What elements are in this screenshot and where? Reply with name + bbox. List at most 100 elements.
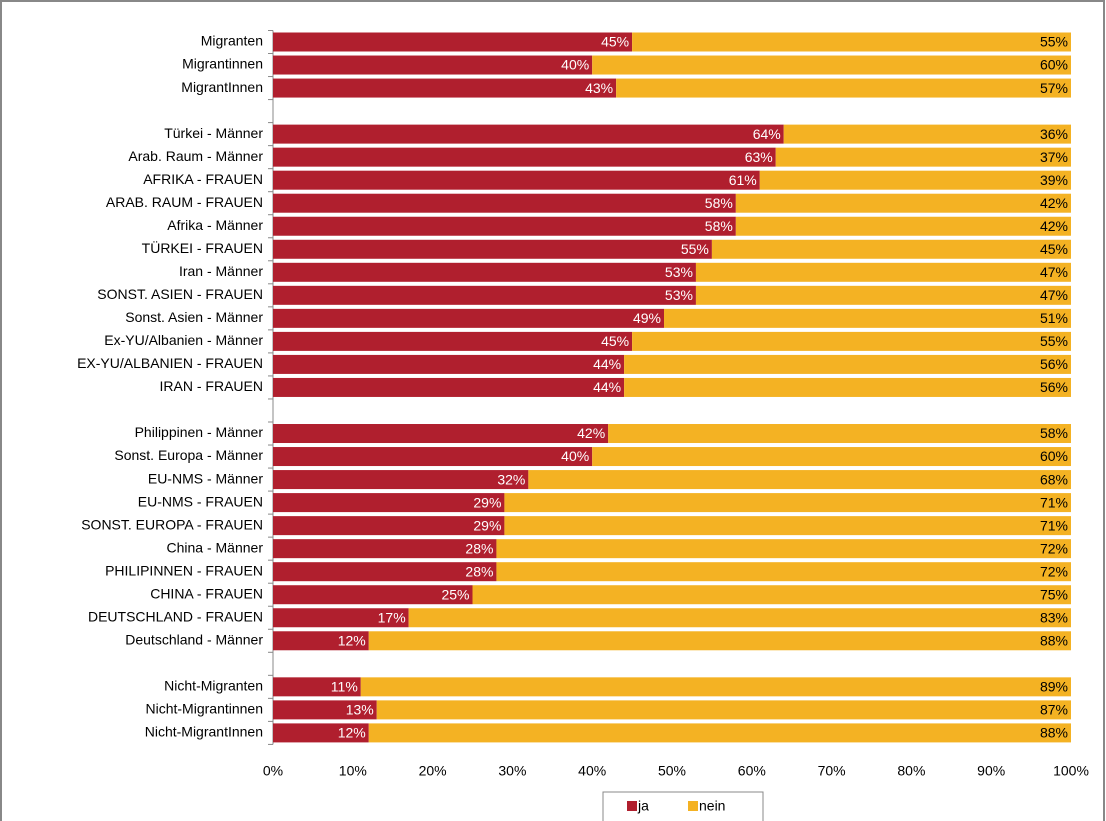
data-label: 17%: [378, 609, 406, 625]
y-tick-label: Nicht-MigrantInnen: [145, 724, 263, 740]
data-label: 43%: [585, 80, 613, 96]
bar-segment: [273, 516, 505, 536]
y-tick-label: MigrantInnen: [181, 79, 263, 95]
data-label: 49%: [633, 310, 661, 326]
y-tick-label: IRAN - FRAUEN: [160, 378, 263, 394]
y-tick-label: Sonst. Asien - Männer: [125, 309, 263, 325]
x-tick-label: 60%: [738, 763, 766, 779]
data-label: 47%: [1040, 264, 1068, 280]
bar-segment: [273, 55, 593, 75]
data-label: 88%: [1040, 725, 1068, 741]
bar-segment: [504, 516, 1071, 536]
bar-segment: [273, 285, 696, 305]
bar-segment: [273, 470, 529, 490]
data-label: 83%: [1040, 609, 1068, 625]
data-label: 55%: [1040, 34, 1068, 50]
data-label: 68%: [1040, 471, 1068, 487]
data-label: 44%: [593, 379, 621, 395]
x-tick-label: 20%: [419, 763, 447, 779]
data-label: 57%: [1040, 80, 1068, 96]
bar-segment: [368, 723, 1071, 743]
bar-segment: [273, 262, 696, 282]
bar-segment: [624, 354, 1071, 374]
data-label: 51%: [1040, 310, 1068, 326]
data-label: 53%: [665, 287, 693, 303]
bar-segment: [273, 216, 736, 236]
data-label: 60%: [1040, 57, 1068, 73]
bar-segment: [408, 608, 1071, 628]
data-label: 12%: [338, 725, 366, 741]
bar-segment: [592, 55, 1071, 75]
bar-segment: [632, 32, 1071, 52]
data-label: 87%: [1040, 702, 1068, 718]
bar-segment: [273, 539, 497, 559]
data-label: 61%: [729, 172, 757, 188]
bar-segment: [783, 124, 1071, 144]
y-tick-label: Nicht-Migranten: [164, 678, 263, 694]
bar-segment: [528, 470, 1071, 490]
x-tick-label: 30%: [498, 763, 526, 779]
data-label: 36%: [1040, 126, 1068, 142]
data-label: 25%: [441, 586, 469, 602]
data-label: 45%: [1040, 241, 1068, 257]
y-tick-label: Ex-YU/Albanien - Männer: [104, 332, 263, 348]
data-label: 55%: [1040, 333, 1068, 349]
bar-segment: [273, 354, 625, 374]
bar-segment: [273, 631, 369, 651]
data-label: 45%: [601, 34, 629, 50]
data-label: 29%: [473, 494, 501, 510]
data-label: 60%: [1040, 448, 1068, 464]
data-label: 72%: [1040, 563, 1068, 579]
data-label: 44%: [593, 356, 621, 372]
y-tick-label: TÜRKEI - FRAUEN: [142, 239, 263, 256]
y-tick-label: EU-NMS - Männer: [148, 470, 263, 486]
x-tick-label: 90%: [977, 763, 1005, 779]
x-tick-label: 70%: [818, 763, 846, 779]
bar-segment: [273, 124, 784, 144]
bar-segment: [695, 285, 1071, 305]
bar-segment: [273, 147, 776, 167]
y-tick-label: China - Männer: [167, 539, 264, 555]
data-label: 37%: [1040, 149, 1068, 165]
bar-segment: [273, 424, 609, 444]
y-tick-label: Iran - Männer: [179, 263, 263, 279]
y-tick-label: ARAB. RAUM - FRAUEN: [106, 194, 263, 210]
bar-segment: [273, 193, 736, 213]
data-label: 39%: [1040, 172, 1068, 188]
bar-segment: [273, 677, 361, 697]
bar-segment: [624, 377, 1071, 397]
data-label: 71%: [1040, 517, 1068, 533]
y-tick-label: CHINA - FRAUEN: [150, 585, 263, 601]
bar-segment: [368, 631, 1071, 651]
y-tick-label: AFRIKA - FRAUEN: [143, 171, 263, 187]
bar-segment: [496, 562, 1071, 582]
bar-segment: [273, 700, 377, 720]
y-tick-label: Nicht-Migrantinnen: [146, 701, 264, 717]
data-label: 29%: [473, 517, 501, 533]
bar-segment: [632, 331, 1071, 351]
bar-segment: [608, 424, 1071, 444]
data-label: 88%: [1040, 632, 1068, 648]
data-label: 63%: [745, 149, 773, 165]
data-label: 58%: [705, 195, 733, 211]
bar-segment: [695, 262, 1071, 282]
data-label: 58%: [1040, 425, 1068, 441]
bar-segment: [273, 723, 369, 743]
data-label: 13%: [346, 702, 374, 718]
bar-segment: [273, 562, 497, 582]
y-tick-label: Afrika - Männer: [167, 217, 263, 233]
bar-segment: [711, 239, 1071, 259]
bar-segment: [376, 700, 1071, 720]
data-label: 28%: [465, 563, 493, 579]
data-label: 47%: [1040, 287, 1068, 303]
y-tick-label: Arab. Raum - Männer: [128, 148, 263, 164]
data-label: 28%: [465, 540, 493, 556]
x-tick-label: 10%: [339, 763, 367, 779]
data-label: 89%: [1040, 679, 1068, 695]
legend-label: nein: [699, 798, 725, 814]
bar-segment: [616, 78, 1071, 98]
bar-segment: [273, 608, 409, 628]
data-label: 58%: [705, 218, 733, 234]
